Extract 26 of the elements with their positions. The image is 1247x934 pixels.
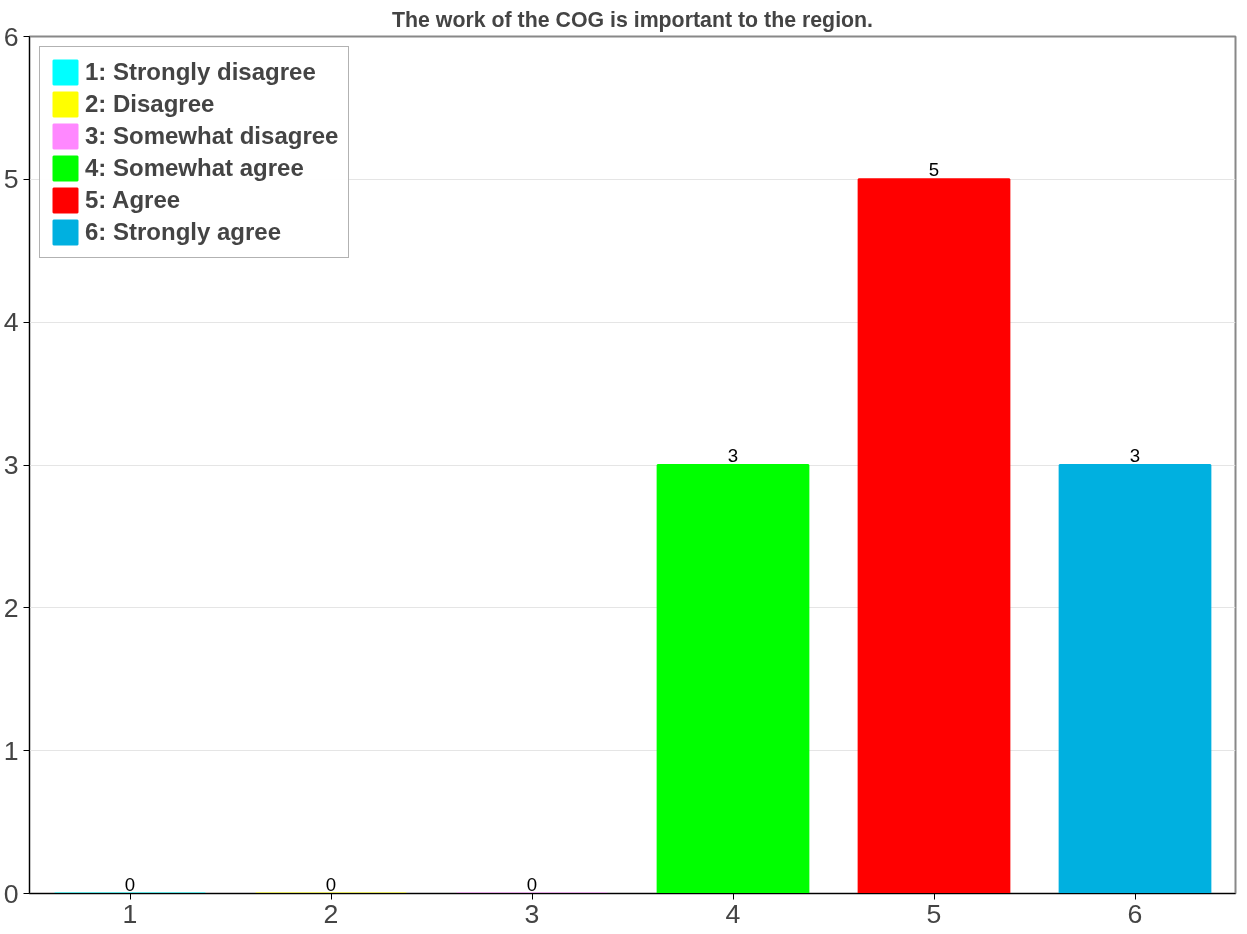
legend-label: 1: Strongly disagree bbox=[85, 58, 316, 86]
y-tick-label: 2 bbox=[3, 592, 19, 623]
y-tick-label: 5 bbox=[3, 164, 19, 195]
data-label: 3 bbox=[1129, 445, 1141, 466]
data-label: 5 bbox=[928, 159, 940, 181]
x-tick-label: 1 bbox=[122, 898, 138, 929]
x-tick-label: 2 bbox=[323, 898, 339, 929]
y-tick-label: 4 bbox=[3, 307, 19, 338]
legend-label: 3: Somewhat disagree bbox=[85, 122, 339, 150]
data-label: 0 bbox=[325, 873, 337, 895]
x-tick-label: 4 bbox=[725, 898, 741, 929]
y-tick-label: 3 bbox=[3, 450, 19, 480]
x-tick-label: 6 bbox=[1127, 898, 1143, 929]
data-label: 0 bbox=[526, 873, 538, 895]
data-label: 3 bbox=[727, 445, 739, 466]
y-tick-label: 6 bbox=[3, 21, 19, 52]
legend-label: 4: Somewhat agree bbox=[85, 154, 304, 182]
legend-label: 5: Agree bbox=[85, 186, 181, 214]
x-tick-label: 3 bbox=[524, 898, 540, 929]
chart-title: The work of the COG is important to the region. bbox=[391, 7, 874, 32]
legend-label: 6: Strongly agree bbox=[85, 218, 282, 246]
data-label: 0 bbox=[124, 873, 136, 895]
legend-label: 2: Disagree bbox=[85, 90, 215, 118]
y-tick-label: 0 bbox=[3, 878, 19, 909]
x-tick-label: 5 bbox=[926, 898, 942, 929]
y-tick-label: 1 bbox=[3, 735, 19, 766]
